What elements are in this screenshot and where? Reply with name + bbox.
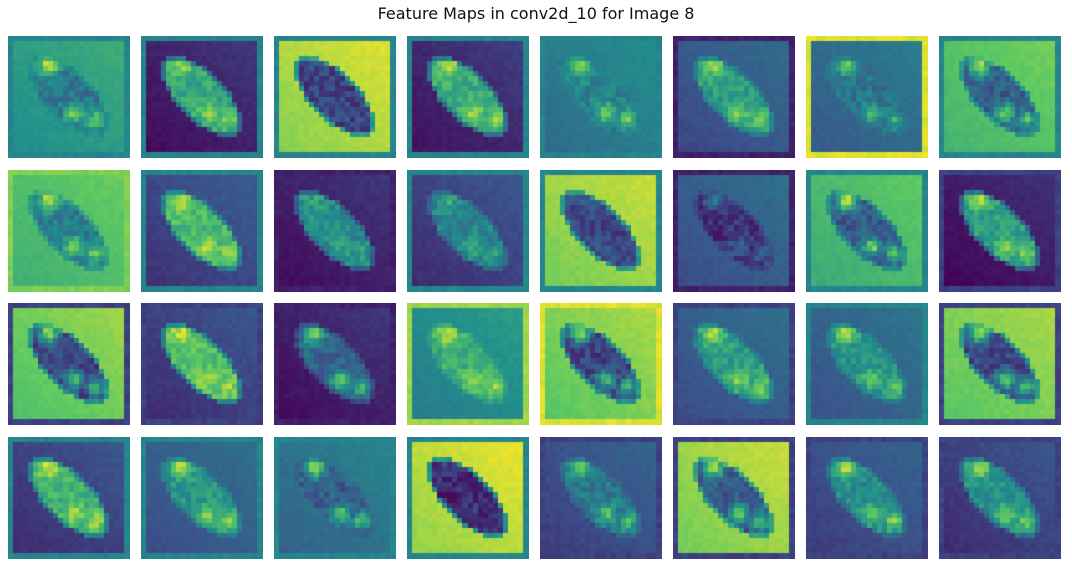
feature-map-5	[540, 36, 662, 158]
feature-map-13	[540, 170, 662, 292]
figure-title: Feature Maps in conv2d_10 for Image 8	[377, 4, 695, 23]
feature-map-18	[141, 303, 263, 425]
feature-map-21	[540, 303, 662, 425]
feature-map-29	[540, 437, 662, 559]
feature-map-11	[274, 170, 396, 292]
feature-map-20	[407, 303, 529, 425]
feature-map-1	[8, 36, 130, 158]
feature-map-27	[274, 437, 396, 559]
feature-map-4	[407, 36, 529, 158]
feature-map-6	[673, 36, 795, 158]
feature-map-14	[673, 170, 795, 292]
feature-map-19	[274, 303, 396, 425]
feature-map-8	[939, 36, 1061, 158]
feature-map-28	[407, 437, 529, 559]
feature-map-24	[939, 303, 1061, 425]
feature-map-16	[939, 170, 1061, 292]
feature-map-30	[673, 437, 795, 559]
feature-map-25	[8, 437, 130, 559]
feature-map-15	[806, 170, 928, 292]
feature-map-31	[806, 437, 928, 559]
feature-map-26	[141, 437, 263, 559]
feature-map-10	[141, 170, 263, 292]
feature-map-7	[806, 36, 928, 158]
feature-map-2	[141, 36, 263, 158]
feature-map-3	[274, 36, 396, 158]
feature-map-23	[806, 303, 928, 425]
feature-map-12	[407, 170, 529, 292]
feature-map-22	[673, 303, 795, 425]
feature-map-32	[939, 437, 1061, 559]
feature-map-9	[8, 170, 130, 292]
feature-map-17	[8, 303, 130, 425]
